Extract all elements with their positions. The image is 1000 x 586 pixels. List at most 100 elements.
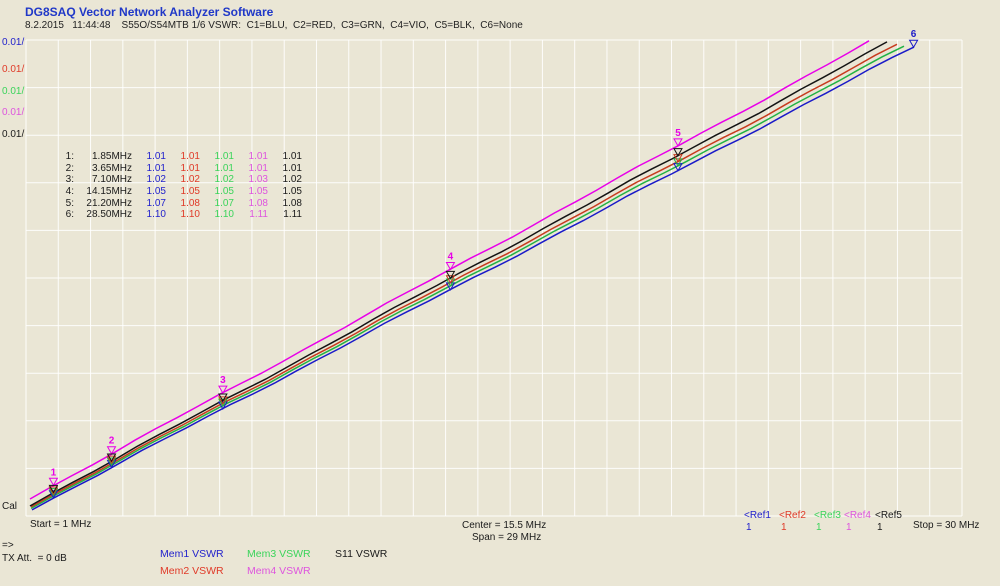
marker-1-triangle-icon xyxy=(48,488,59,497)
ref-handle-5[interactable]: <Ref5 1 xyxy=(875,510,902,534)
ref-value: 1 xyxy=(746,522,752,533)
marker-4-triangle-icon xyxy=(445,270,456,280)
legend-mem2-vswr[interactable]: Mem2 VSWR xyxy=(160,565,224,577)
marker-5-triangle-icon xyxy=(673,138,683,147)
marker-vswr-value: 1.10 xyxy=(214,209,234,221)
span-label[interactable]: Span = 29 MHz xyxy=(472,532,542,543)
marker-readout-table: 1: 1.85MHz 1.01 1.01 1.01 1.01 1.01 2: 3.65MHz 1.… xyxy=(56,151,302,221)
marker-5-label: 5 xyxy=(675,128,681,139)
marker-2-triangle-icon xyxy=(106,453,117,463)
marker-2[interactable]: 2 xyxy=(106,436,117,469)
marker-5[interactable]: 5 xyxy=(673,128,683,172)
plot-grid xyxy=(25,39,963,517)
marker-table-row: 1: 1.85MHz 1.01 1.01 1.01 1.01 1.01 xyxy=(56,151,302,163)
trace-mem1-vswr xyxy=(31,46,915,511)
marker-4-triangle-icon xyxy=(445,275,456,284)
cal-label[interactable]: Cal xyxy=(2,501,18,512)
marker-3-label: 3 xyxy=(220,375,226,386)
marker-vswr-value: 1.01 xyxy=(248,151,268,162)
center-frequency-label[interactable]: Center = 15.5 MHz xyxy=(462,520,547,531)
tx-attenuation-label[interactable]: TX Att. = 0 dB xyxy=(2,553,67,564)
marker-2-triangle-icon xyxy=(106,457,117,466)
trace-mem4-vswr xyxy=(29,40,870,500)
marker-table-row: 4: 14.15MHz 1.05 1.05 1.05 1.05 1.05 xyxy=(56,186,302,198)
marker-vswr-value: 1.07 xyxy=(146,197,166,209)
legend-mem4-vswr[interactable]: Mem4 VSWR xyxy=(247,565,311,577)
scale-label-c5[interactable]: 0.01/ xyxy=(2,129,25,140)
ref-handle-4[interactable]: <Ref4 1 xyxy=(844,510,871,534)
scale-label-c3[interactable]: 0.01/ xyxy=(2,86,25,97)
marker-frequency: 1.85MHz xyxy=(91,151,132,162)
sweep-status-line: 8.2.2015 11:44:48 S55O/S54MTB 1/6 VSWR: … xyxy=(25,20,523,31)
marker-2-triangle-icon xyxy=(106,455,117,465)
marker-frequency: 3.65MHz xyxy=(91,162,132,174)
scale-label-c4[interactable]: 0.01/ xyxy=(2,107,25,118)
ref-value: 1 xyxy=(816,522,822,533)
marker-vswr-value: 1.11 xyxy=(249,209,268,221)
scale-label-c2[interactable]: 0.01/ xyxy=(2,64,25,75)
marker-frequency: 21.20MHz xyxy=(86,197,132,209)
marker-vswr-value: 1.03 xyxy=(248,174,268,186)
marker-6[interactable]: 6 xyxy=(908,29,919,49)
marker-2-triangle-icon xyxy=(106,446,117,455)
marker-vswr-value: 1.01 xyxy=(214,151,234,162)
marker-5-triangle-icon xyxy=(673,163,683,172)
ref-handle-3[interactable]: <Ref3 1 xyxy=(814,510,841,534)
marker-1[interactable]: 1 xyxy=(48,467,59,499)
marker-vswr-value: 1.05 xyxy=(180,186,200,198)
marker-number: 5: xyxy=(65,197,74,209)
marker-table-row: 5: 21.20MHz 1.07 1.08 1.07 1.08 1.08 xyxy=(56,198,302,210)
marker-table-row: 2: 3.65MHz 1.01 1.01 1.01 1.01 1.01 xyxy=(56,163,302,175)
marker-number: 1: xyxy=(65,151,74,162)
marker-3-triangle-icon xyxy=(218,398,228,408)
marker-4[interactable]: 4 xyxy=(445,251,456,291)
scale-label-c1[interactable]: 0.01/ xyxy=(2,37,25,48)
ref-handle-1[interactable]: <Ref1 1 xyxy=(744,510,771,534)
marker-1-triangle-icon xyxy=(48,486,59,496)
marker-vswr-value: 1.01 xyxy=(180,151,200,162)
ref-value: 1 xyxy=(877,522,883,533)
marker-1-label: 1 xyxy=(51,467,57,478)
marker-vswr-value: 1.07 xyxy=(214,197,234,209)
app-title: DG8SAQ Vector Network Analyzer Software xyxy=(25,5,274,19)
marker-vswr-value: 1.08 xyxy=(180,197,200,209)
marker-table-row: 3: 7.10MHz 1.02 1.02 1.02 1.03 1.02 xyxy=(56,174,302,186)
trace-mem2-vswr xyxy=(30,43,898,508)
trace-s11-vswr xyxy=(29,41,888,507)
marker-vswr-value: 1.05 xyxy=(146,186,166,198)
ref-label: <Ref1 xyxy=(744,510,771,521)
marker-number: 3: xyxy=(65,174,74,186)
marker-3-triangle-icon xyxy=(218,385,228,395)
legend-s11-vswr[interactable]: S11 VSWR xyxy=(335,548,388,560)
stop-frequency-label[interactable]: Stop = 30 MHz xyxy=(913,520,980,531)
marker-vswr-value: 1.08 xyxy=(248,197,268,209)
ref-value: 1 xyxy=(846,522,852,533)
marker-6-label: 6 xyxy=(911,29,917,40)
marker-1-triangle-icon xyxy=(48,484,59,494)
legend-mem3-vswr[interactable]: Mem3 VSWR xyxy=(247,548,311,560)
marker-vswr-value: 1.01 xyxy=(282,151,302,162)
marker-vswr-value: 1.02 xyxy=(214,174,234,186)
marker-vswr-value: 1.01 xyxy=(180,162,200,174)
marker-table-row: 6: 28.50MHz 1.10 1.10 1.10 1.11 1.11 xyxy=(56,209,302,221)
marker-frequency: 7.10MHz xyxy=(91,174,132,186)
start-frequency-label[interactable]: Start = 1 MHz xyxy=(30,519,92,530)
marker-6-triangle-icon xyxy=(908,39,919,49)
marker-3[interactable]: 3 xyxy=(218,375,228,411)
ref-handle-2[interactable]: <Ref2 1 xyxy=(779,510,806,534)
marker-vswr-value: 1.10 xyxy=(146,209,166,221)
marker-vswr-value: 1.02 xyxy=(180,174,200,186)
marker-3-triangle-icon xyxy=(218,393,228,403)
marker-4-triangle-icon xyxy=(445,261,456,271)
marker-3-triangle-icon xyxy=(218,396,228,405)
marker-vswr-value: 1.05 xyxy=(214,186,234,198)
marker-number: 6: xyxy=(65,209,74,221)
marker-number: 4: xyxy=(65,186,74,198)
marker-2-label: 2 xyxy=(109,436,115,447)
legend-mem1-vswr[interactable]: Mem1 VSWR xyxy=(160,548,224,560)
marker-vswr-value: 1.11 xyxy=(283,209,302,221)
marker-vswr-value: 1.01 xyxy=(248,162,268,174)
marker-1-triangle-icon xyxy=(48,490,59,499)
